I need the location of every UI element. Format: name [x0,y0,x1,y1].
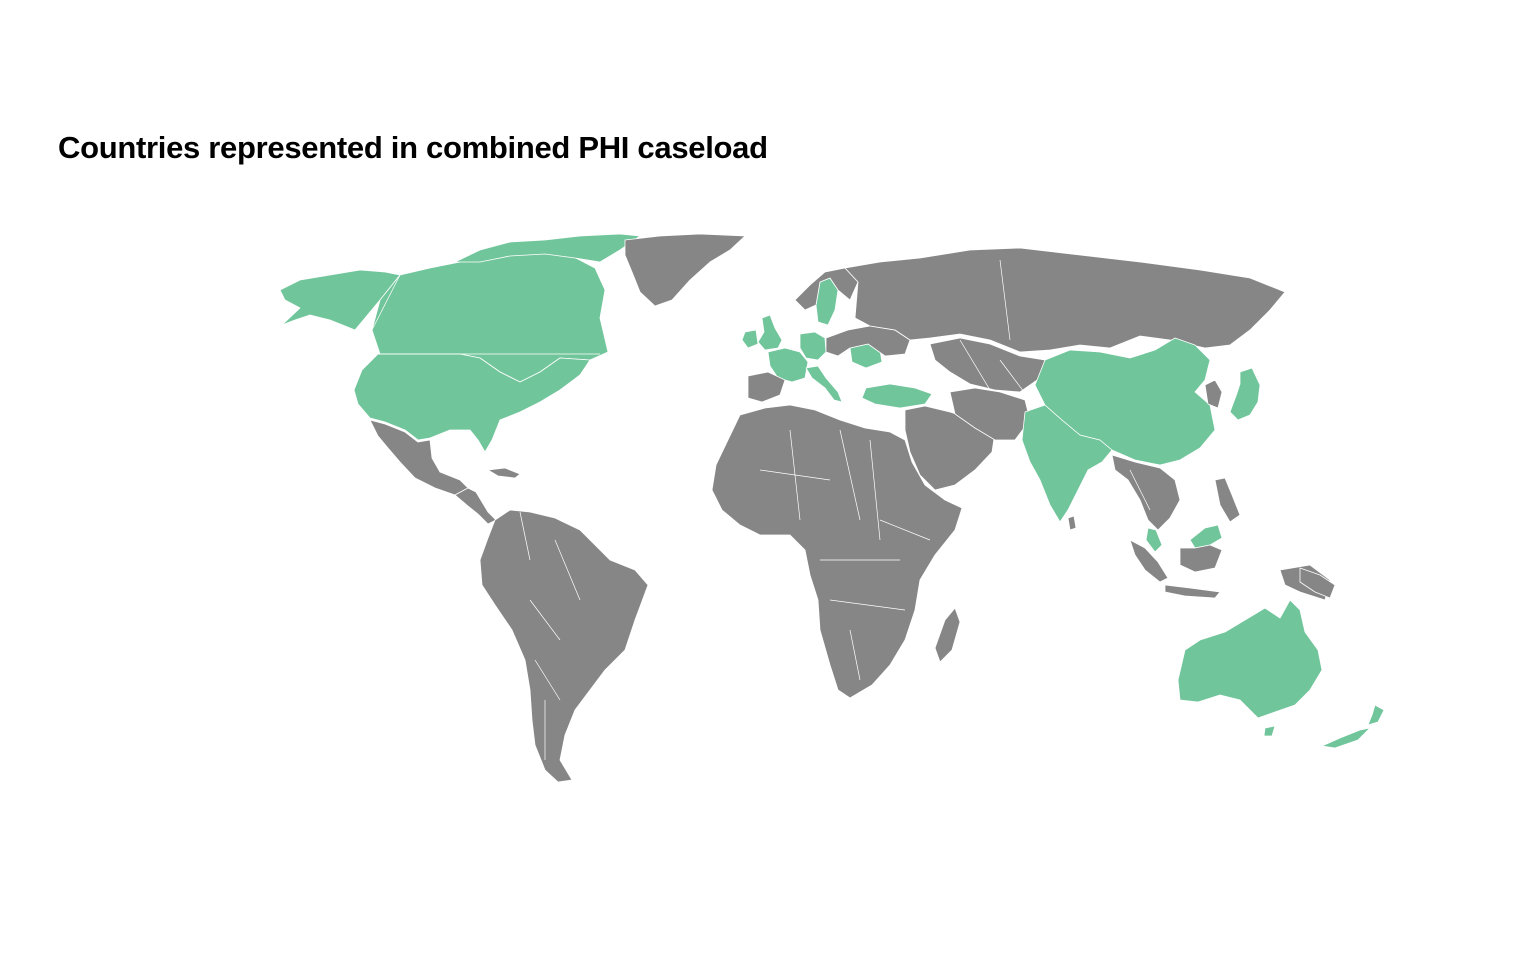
region-germany [799,331,827,361]
region-usa [353,353,591,453]
region-malaysia-borneo [1189,524,1223,549]
region-france [767,347,809,383]
region-papua-new-guinea [1299,567,1336,599]
region-russia [844,247,1286,353]
region-greenland [624,233,746,307]
region-alaska-usa [279,269,401,331]
region-malaysia [1145,527,1163,553]
region-indonesia [1129,539,1331,601]
region-australia [1177,599,1323,719]
region-japan [1229,367,1261,421]
region-china [1034,337,1216,466]
region-sri-lanka [1067,515,1077,531]
region-middle-east [904,405,996,491]
region-africa [711,404,963,699]
region-southeast-asia [1111,454,1181,531]
region-eastern-europe [825,325,911,357]
region-turkey [861,383,933,409]
region-italy [805,365,843,403]
region-iberia [747,371,786,403]
region-central-asia [929,337,1046,393]
region-ireland [741,329,759,349]
region-madagascar [934,607,961,663]
region-philippines [1214,477,1241,523]
region-united-kingdom [757,314,783,351]
country-borders [371,259,1151,760]
region-korea [1204,379,1223,409]
map-title: Countries represented in combined PHI ca… [58,130,768,165]
region-new-zealand [1321,704,1385,749]
region-mexico [369,419,469,496]
region-tasmania [1263,725,1276,737]
region-south-america [479,509,649,783]
region-central-america [454,487,497,525]
region-iran-afghanistan [949,387,1031,441]
region-cuba [487,467,521,479]
region-scandinavia-other [794,267,859,311]
